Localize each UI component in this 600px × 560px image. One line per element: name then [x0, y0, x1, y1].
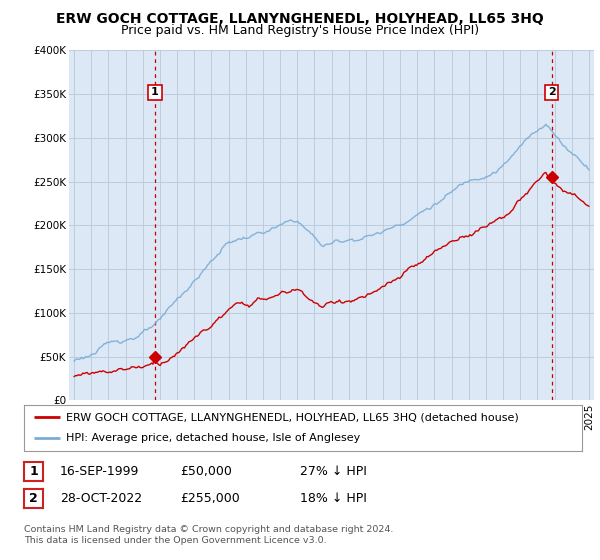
Text: 2: 2 [548, 87, 556, 97]
Text: 16-SEP-1999: 16-SEP-1999 [60, 465, 139, 478]
Text: 1: 1 [151, 87, 159, 97]
Text: 28-OCT-2022: 28-OCT-2022 [60, 492, 142, 505]
Text: 1: 1 [29, 465, 38, 478]
Text: ERW GOCH COTTAGE, LLANYNGHENEDL, HOLYHEAD, LL65 3HQ (detached house): ERW GOCH COTTAGE, LLANYNGHENEDL, HOLYHEA… [66, 412, 518, 422]
Text: £255,000: £255,000 [180, 492, 240, 505]
Text: 2: 2 [29, 492, 38, 505]
Text: £50,000: £50,000 [180, 465, 232, 478]
Text: 27% ↓ HPI: 27% ↓ HPI [300, 465, 367, 478]
Text: ERW GOCH COTTAGE, LLANYNGHENEDL, HOLYHEAD, LL65 3HQ: ERW GOCH COTTAGE, LLANYNGHENEDL, HOLYHEA… [56, 12, 544, 26]
Text: 18% ↓ HPI: 18% ↓ HPI [300, 492, 367, 505]
Text: HPI: Average price, detached house, Isle of Anglesey: HPI: Average price, detached house, Isle… [66, 433, 360, 444]
Text: Contains HM Land Registry data © Crown copyright and database right 2024.
This d: Contains HM Land Registry data © Crown c… [24, 525, 394, 545]
Text: Price paid vs. HM Land Registry's House Price Index (HPI): Price paid vs. HM Land Registry's House … [121, 24, 479, 37]
